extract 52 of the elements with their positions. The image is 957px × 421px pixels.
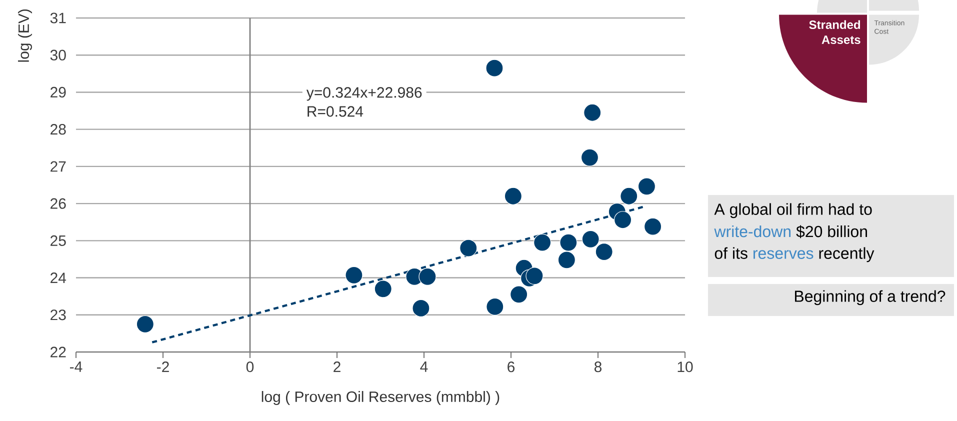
point (510, 286, 528, 304)
x-tick-label: 4 (420, 362, 428, 372)
point (620, 187, 638, 205)
annotation: R=0.524 (308, 106, 364, 117)
point (345, 266, 363, 284)
text: $20 billion (796, 225, 867, 238)
y-tick-label: 30 (50, 50, 66, 60)
text: of its (714, 247, 748, 259)
point (595, 243, 613, 261)
x-tick-label: -4 (70, 362, 82, 372)
point (412, 299, 430, 318)
text: Beginning of a trend? (795, 290, 946, 306)
text: Stranded Assets (809, 20, 860, 44)
x-tick-label: 8 (594, 362, 602, 372)
point (558, 251, 576, 269)
point (580, 148, 599, 166)
point (526, 267, 544, 285)
y-tick-label: 29 (50, 86, 66, 98)
point (504, 187, 522, 205)
point (614, 211, 632, 229)
x-axis-title: log ( Proven Oil Reserves (mmbbl) ) (262, 391, 500, 405)
y-tick-label: 23 (50, 310, 66, 320)
x-tick-label: 0 (246, 362, 254, 372)
x-tick-label: 6 (508, 362, 515, 372)
y-tick-label: 31 (50, 12, 66, 24)
point (584, 104, 602, 122)
point (486, 59, 504, 77)
y-tick-label: 26 (50, 198, 66, 209)
y-tick-label: 25 (50, 235, 66, 246)
x-tick-label: -2 (156, 362, 169, 372)
x-tick-label: 10 (678, 362, 693, 372)
text: A global oil firm had to (714, 203, 872, 218)
y-tick-label: 24 (50, 272, 66, 284)
point (638, 178, 656, 196)
annotation: y=0.324x+22.986 (306, 87, 422, 101)
point (460, 239, 478, 257)
point (418, 268, 436, 286)
point (534, 234, 552, 252)
y-axis-title: log (EV) (18, 9, 32, 62)
y-tick-label: 28 (50, 124, 66, 135)
text: reserves (754, 250, 814, 259)
point (374, 280, 392, 298)
y-tick-label: 27 (50, 161, 66, 172)
y-tick-label: 22 (50, 346, 66, 358)
point (486, 298, 504, 316)
point (560, 234, 578, 252)
point (582, 230, 600, 248)
point (644, 218, 662, 236)
x-tick-label: 2 (334, 362, 340, 372)
text: write-down (714, 225, 791, 238)
point (136, 315, 154, 333)
text: recently (819, 247, 874, 262)
